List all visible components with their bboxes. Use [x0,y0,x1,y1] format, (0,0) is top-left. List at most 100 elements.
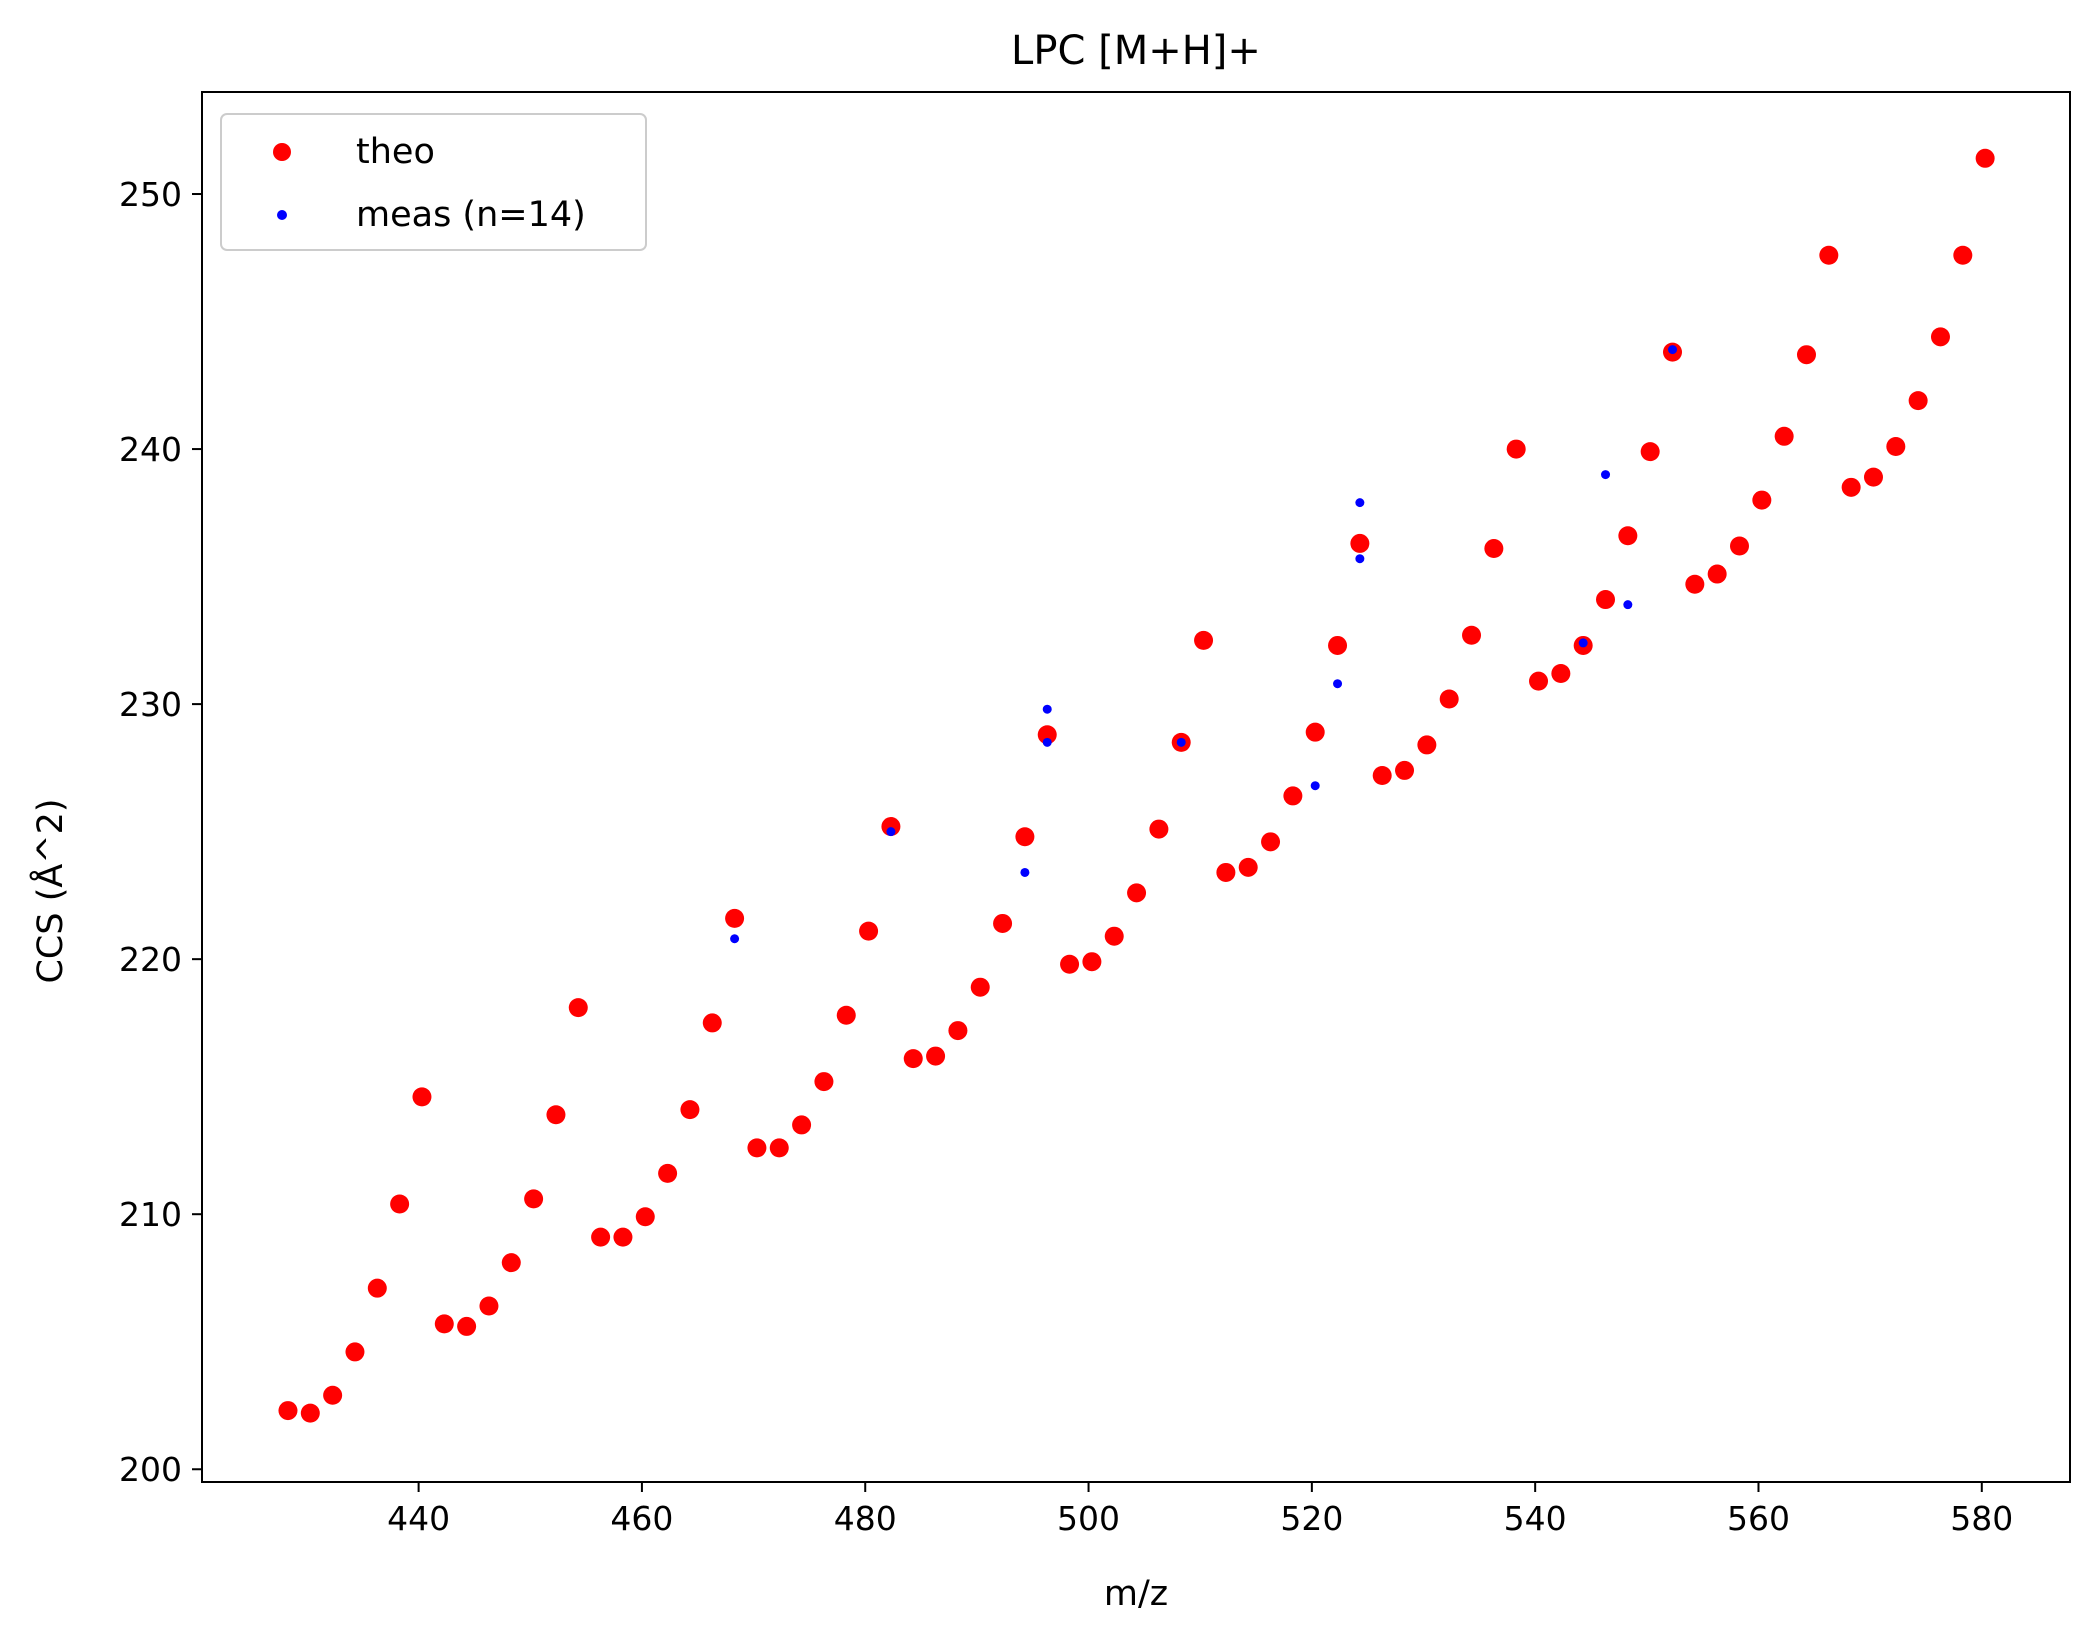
data-point [1886,437,1906,457]
chart-title: LPC [M+H]+ [1011,28,1261,74]
data-point [479,1296,499,1316]
data-point [836,1005,856,1025]
data-point [345,1342,365,1362]
data-point [1060,954,1080,974]
x-tick-label: 460 [610,1499,673,1538]
data-point [680,1100,700,1120]
x-tick-label: 480 [834,1499,897,1538]
series-1 [730,345,1678,944]
data-point [1020,867,1030,877]
x-axis-label: m/z [1104,1574,1168,1614]
data-point [1796,345,1816,365]
data-point [1310,781,1320,791]
y-tick-label: 250 [119,175,182,214]
data-point [300,1403,320,1423]
data-point [1953,245,1973,265]
data-point [1333,679,1343,689]
x-tick-label: 540 [1504,1499,1567,1538]
data-point [568,998,588,1018]
data-point [1623,600,1633,610]
y-tick-label: 230 [119,685,182,724]
data-point [635,1207,655,1227]
data-point [1283,786,1303,806]
data-point [881,817,901,837]
data-point [1238,857,1258,877]
x-tick-label: 560 [1727,1499,1790,1538]
y-tick-label: 220 [119,940,182,979]
legend-label-theo: theo [356,132,435,172]
axis-ticks: 440 460 480 500 520 540 560 580 200 210 220 230 240 2… [119,175,2013,1538]
data-point [1685,574,1705,594]
data-point [1752,490,1772,510]
legend: theo meas (n=14) [220,113,647,251]
y-tick-label: 210 [119,1195,182,1234]
plot-area [278,148,1995,1423]
data-point [1328,635,1348,655]
data-point [1355,554,1365,564]
data-point [1015,827,1035,847]
data-point [412,1087,432,1107]
data-point [1729,536,1749,556]
data-point [903,1049,923,1069]
data-point [1350,533,1370,553]
data-point [1529,671,1549,691]
data-point [613,1227,633,1247]
data-point [1578,638,1588,648]
data-point [1355,498,1365,508]
data-point [1042,737,1052,747]
data-point [1082,952,1102,972]
data-point [814,1072,834,1092]
data-point [1216,862,1236,882]
data-point [1417,735,1437,755]
data-point [747,1138,767,1158]
data-point [1551,664,1571,684]
x-tick-label: 500 [1057,1499,1120,1538]
y-tick-label: 240 [119,430,182,469]
data-point [546,1105,566,1125]
data-point [1863,467,1883,487]
data-point [1819,245,1839,265]
data-point [323,1385,343,1405]
data-point [1104,926,1124,946]
data-point [501,1253,521,1273]
data-point [1975,148,1995,168]
data-point [1707,564,1727,584]
data-point [702,1013,722,1033]
data-point [1176,737,1186,747]
data-point [1908,391,1928,411]
data-point [1506,439,1526,459]
data-point [993,913,1013,933]
data-point [792,1115,812,1135]
data-point [1037,725,1057,745]
data-point [591,1227,611,1247]
axes-frame [201,91,2071,1483]
legend-box [220,113,647,251]
x-tick-label: 440 [387,1499,450,1538]
data-point [1261,832,1281,852]
data-point [1484,539,1504,559]
data-point [390,1194,410,1214]
data-point [725,908,745,928]
data-point [1668,345,1678,355]
data-point [1395,760,1415,780]
data-point [886,827,896,837]
y-tick-label: 200 [119,1450,182,1489]
data-point [367,1278,387,1298]
y-axis-label: CCS (Å^2) [28,798,71,983]
data-point [970,977,990,997]
data-point [769,1138,789,1158]
data-point [434,1314,454,1334]
series-0 [278,148,1995,1423]
legend-marker-meas [277,210,287,220]
data-point [1372,766,1392,786]
legend-marker-theo [273,143,291,161]
data-point [859,921,879,941]
data-point [926,1046,946,1066]
data-point [948,1021,968,1041]
data-point [1194,630,1214,650]
x-tick-label: 520 [1280,1499,1343,1538]
data-point [1042,704,1052,714]
data-point [1149,819,1169,839]
